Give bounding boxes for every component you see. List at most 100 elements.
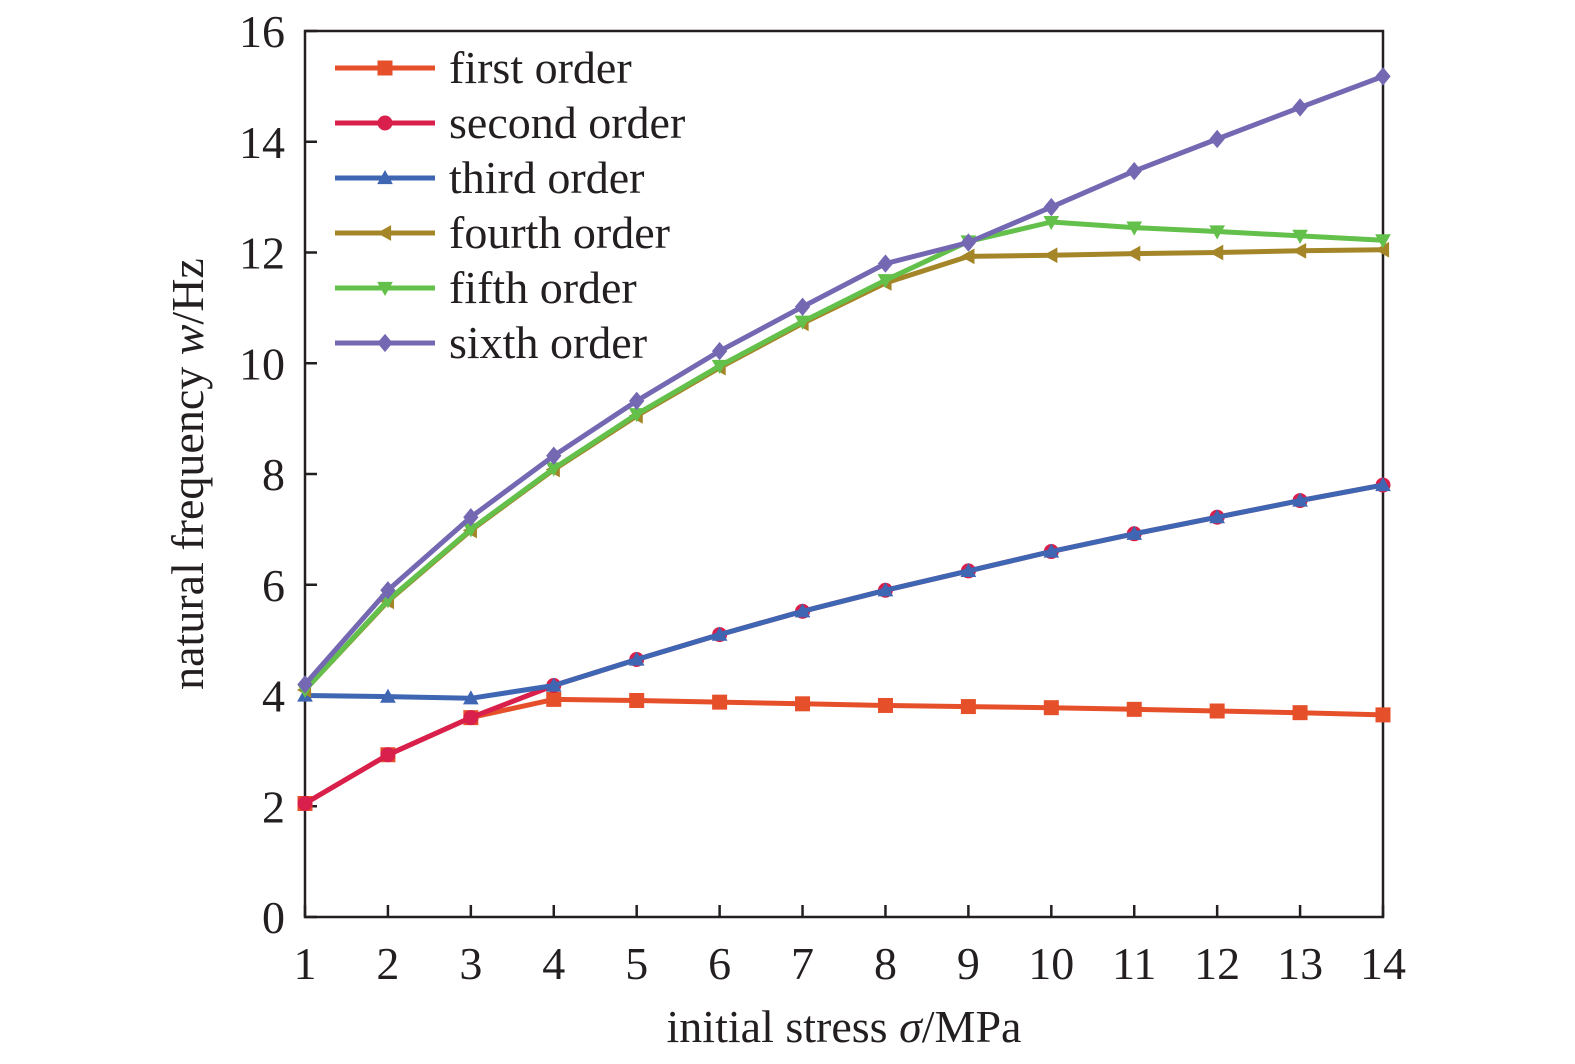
data-point — [712, 694, 728, 710]
legend-item: first order — [335, 42, 632, 93]
x-tick-label: 9 — [957, 938, 980, 989]
data-point — [960, 233, 977, 252]
data-point — [1043, 700, 1059, 716]
x-tick-label: 10 — [1028, 938, 1074, 989]
data-point — [1126, 701, 1142, 717]
data-point — [1209, 703, 1225, 719]
series-3 — [297, 477, 1391, 705]
legend-label: sixth order — [449, 317, 647, 368]
x-axis-title-symbol: σ — [899, 1001, 924, 1052]
data-point — [463, 508, 479, 527]
data-point — [877, 582, 894, 597]
data-point — [794, 603, 811, 618]
y-tick-label: 12 — [239, 228, 285, 279]
data-point — [795, 696, 811, 712]
data-point — [877, 697, 893, 713]
y-tick-label: 14 — [239, 117, 285, 168]
data-point — [1375, 707, 1391, 723]
y-tick-label: 6 — [262, 560, 285, 611]
legend-label: fifth order — [449, 262, 637, 313]
data-point — [1292, 705, 1308, 721]
data-point — [1375, 477, 1391, 492]
data-point — [1043, 247, 1058, 264]
data-point — [877, 274, 894, 289]
x-tick-label: 6 — [708, 938, 731, 989]
data-point — [546, 691, 562, 707]
data-point — [546, 446, 562, 465]
x-tick-label: 4 — [542, 938, 565, 989]
data-point — [794, 315, 811, 330]
data-point — [380, 688, 396, 703]
data-point — [1126, 245, 1141, 262]
data-point — [1126, 161, 1142, 181]
data-point — [711, 626, 728, 641]
series-5 — [297, 215, 1391, 698]
y-axis-title-prefix: natural frequency — [162, 355, 213, 690]
y-tick-label: 10 — [239, 338, 285, 389]
legend-item: fourth order — [335, 207, 670, 258]
y-axis-title: natural frequency w/Hz — [162, 258, 213, 690]
y-tick-label: 2 — [262, 781, 285, 832]
data-point — [1209, 244, 1224, 261]
legend-label: second order — [449, 97, 685, 148]
data-point — [1375, 234, 1391, 249]
data-point — [877, 254, 894, 273]
data-point — [960, 562, 977, 578]
data-point — [1292, 242, 1307, 259]
x-tick-label: 8 — [874, 938, 897, 989]
series-line — [302, 73, 1386, 687]
data-point — [463, 710, 479, 726]
data-point — [1209, 129, 1225, 149]
series-line — [302, 219, 1386, 693]
series-6 — [297, 67, 1391, 694]
legend-marker — [377, 115, 393, 131]
data-point — [1043, 543, 1060, 558]
data-point — [794, 297, 811, 316]
x-axis-title-prefix: initial stress — [667, 1001, 900, 1052]
legend-item: sixth order — [335, 317, 647, 368]
y-axis-title-unit: /Hz — [162, 258, 213, 324]
x-tick-label: 12 — [1194, 938, 1240, 989]
data-point — [1292, 98, 1308, 117]
series-1 — [297, 691, 1391, 811]
data-point — [960, 699, 976, 715]
x-tick-label: 2 — [376, 938, 399, 989]
legend-label: fourth order — [449, 207, 670, 258]
y-tick-label: 0 — [262, 892, 285, 943]
x-tick-label: 13 — [1277, 938, 1323, 989]
x-tick-label: 5 — [625, 938, 648, 989]
y-tick-label: 4 — [262, 671, 285, 722]
legend-item: second order — [335, 97, 685, 148]
data-point — [960, 248, 975, 265]
data-point — [1375, 67, 1391, 86]
legend-item: fifth order — [335, 262, 637, 313]
x-tick-label: 7 — [791, 938, 814, 989]
y-tick-label: 16 — [239, 6, 285, 57]
series-layer — [296, 67, 1391, 811]
data-point — [1126, 221, 1143, 236]
data-point — [629, 391, 645, 411]
data-point — [1292, 229, 1308, 244]
data-point — [380, 581, 396, 600]
legend-marker — [376, 225, 392, 241]
data-point — [462, 690, 479, 705]
data-point — [297, 675, 313, 694]
data-point — [1292, 492, 1308, 507]
data-point — [711, 341, 728, 361]
data-point — [1043, 197, 1059, 217]
legend-marker — [377, 169, 393, 185]
data-point — [1209, 509, 1226, 524]
x-tick-label: 1 — [294, 938, 317, 989]
x-tick-label: 14 — [1360, 938, 1406, 989]
x-tick-label: 11 — [1112, 938, 1156, 989]
data-point — [1126, 525, 1143, 540]
legend-marker — [377, 60, 393, 76]
x-tick-label: 3 — [459, 938, 482, 989]
legend-label: third order — [449, 152, 644, 203]
legend-item: third order — [335, 152, 644, 203]
data-point — [380, 747, 396, 763]
